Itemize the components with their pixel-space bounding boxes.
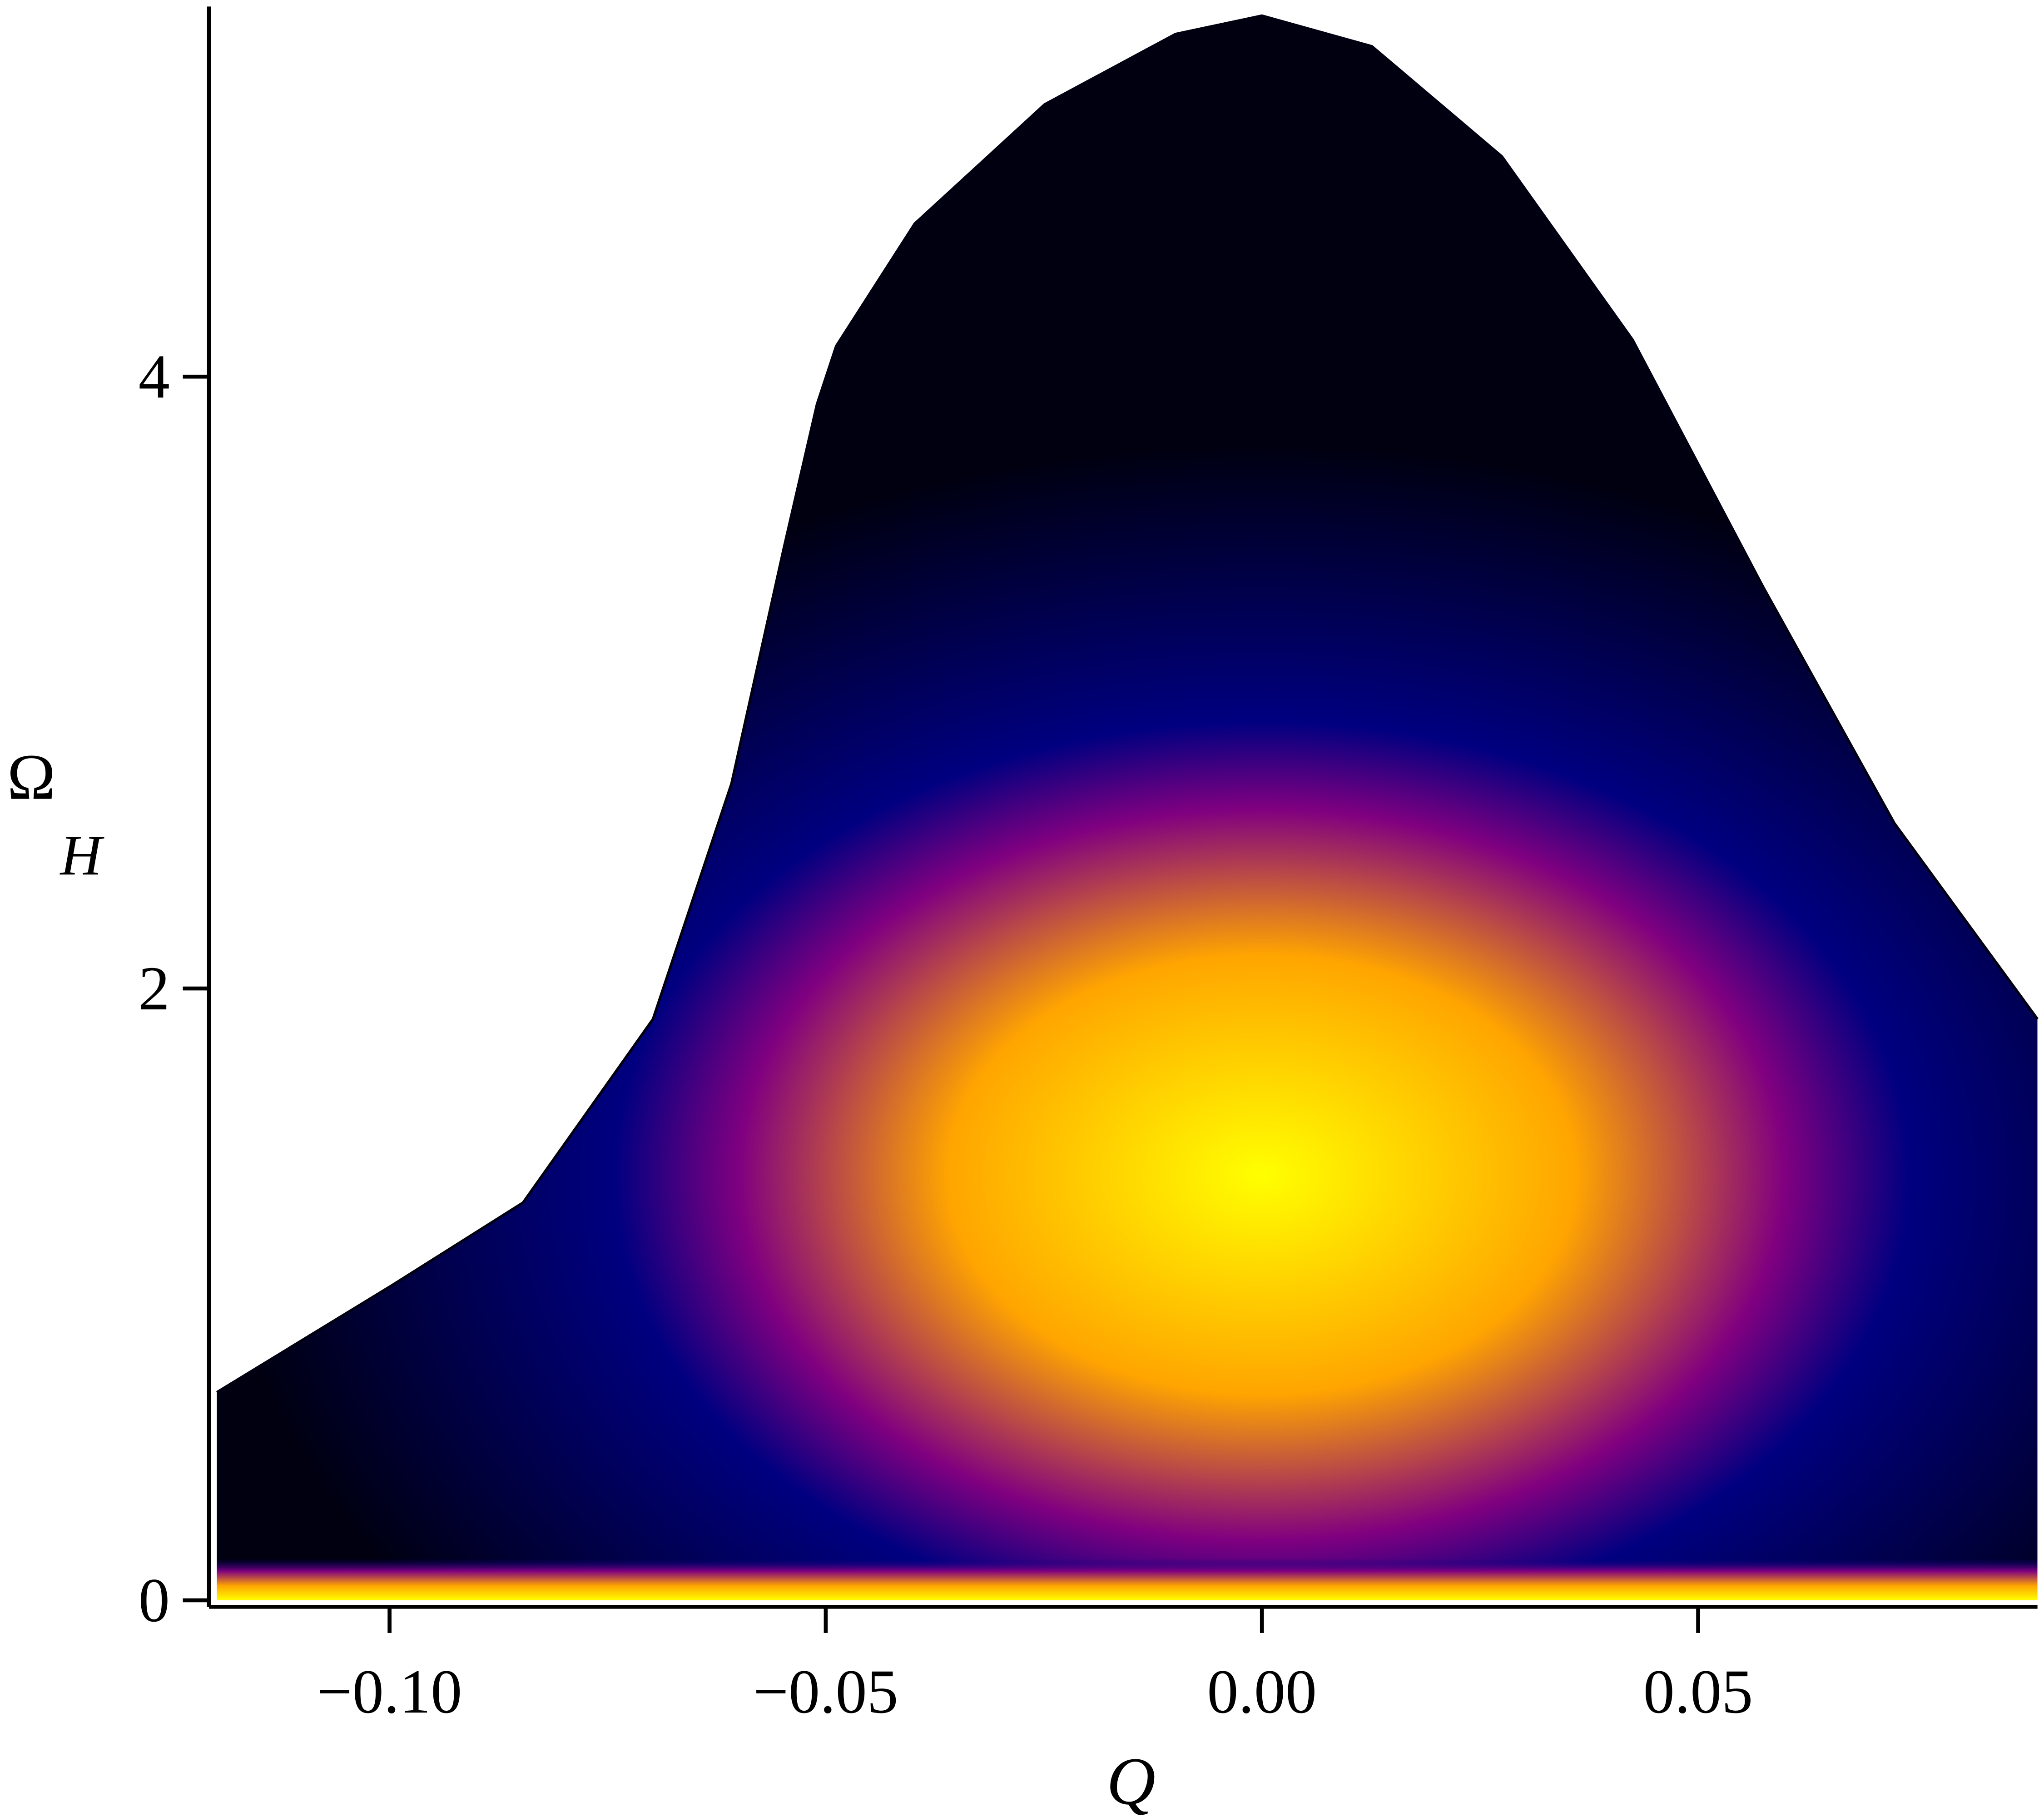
x-tick-label: −0.05: [753, 1657, 898, 1726]
y-tick-label: 0: [139, 1565, 170, 1635]
y-axis-label-subscript: H: [60, 824, 105, 887]
plot-area: [216, 14, 2039, 1600]
region: [217, 15, 2038, 1600]
x-tick-label: −0.10: [317, 1657, 462, 1726]
region-boundary: [216, 14, 2039, 1394]
y-tick-label: 4: [139, 342, 170, 411]
y-axis-label: Ω: [7, 741, 56, 814]
floor-band: [217, 1559, 2038, 1600]
x-tick-label: 0.00: [1207, 1657, 1317, 1726]
x-tick-label: 0.05: [1643, 1657, 1753, 1726]
density-fill: [217, 15, 2038, 1600]
x-axis-label: Q: [1106, 1744, 1156, 1817]
y-tick-label: 2: [139, 953, 170, 1023]
